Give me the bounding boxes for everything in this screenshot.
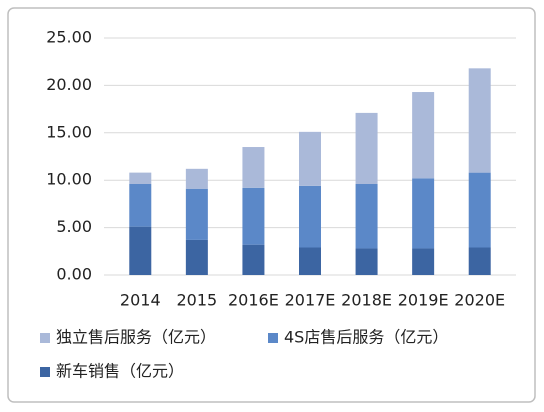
bar-segment bbox=[299, 247, 321, 275]
legend-swatch bbox=[40, 367, 50, 377]
bar-segment bbox=[185, 168, 208, 189]
x-tick-label: 2020E bbox=[454, 291, 505, 310]
y-tick-label: 5.00 bbox=[56, 217, 92, 236]
y-tick-label: 0.00 bbox=[56, 265, 92, 284]
bar-segment bbox=[299, 131, 321, 186]
x-tick-label: 2018E bbox=[341, 291, 392, 310]
legend-label: 4S店售后服务（亿元） bbox=[284, 328, 448, 347]
bar-segment bbox=[299, 185, 321, 248]
bar-segment bbox=[242, 244, 265, 275]
bar-segment bbox=[242, 147, 265, 188]
x-tick-label: 2016E bbox=[228, 291, 279, 310]
bar-segment bbox=[185, 239, 208, 275]
bar-segment bbox=[412, 248, 435, 275]
x-tick-label: 2019E bbox=[398, 291, 449, 310]
bar-segment bbox=[468, 68, 491, 173]
chart-frame bbox=[7, 7, 536, 403]
legend-swatch bbox=[40, 333, 50, 343]
bar-segment bbox=[129, 183, 152, 227]
legend-swatch bbox=[268, 333, 278, 343]
bar-segment bbox=[355, 248, 378, 275]
bar-segment bbox=[412, 178, 435, 249]
y-tick-label: 10.00 bbox=[46, 170, 92, 189]
x-tick-label: 2014 bbox=[120, 291, 161, 310]
x-tick-label: 2015 bbox=[176, 291, 217, 310]
y-tick-label: 15.00 bbox=[46, 122, 92, 141]
bar-segment bbox=[412, 92, 435, 179]
bar-segment bbox=[185, 188, 208, 240]
bar-segment bbox=[355, 112, 378, 184]
legend-label: 独立售后服务（亿元） bbox=[56, 328, 216, 347]
bar-segment bbox=[129, 172, 152, 184]
bar-segment bbox=[129, 226, 152, 275]
bar-segment bbox=[468, 172, 491, 248]
bar-segment bbox=[242, 187, 265, 245]
y-tick-label: 20.00 bbox=[46, 75, 92, 94]
bar-segment bbox=[355, 183, 378, 249]
bar-segment bbox=[468, 247, 491, 275]
legend-label: 新车销售（亿元） bbox=[56, 362, 184, 381]
x-tick-label: 2017E bbox=[285, 291, 336, 310]
y-tick-label: 25.00 bbox=[46, 28, 92, 47]
